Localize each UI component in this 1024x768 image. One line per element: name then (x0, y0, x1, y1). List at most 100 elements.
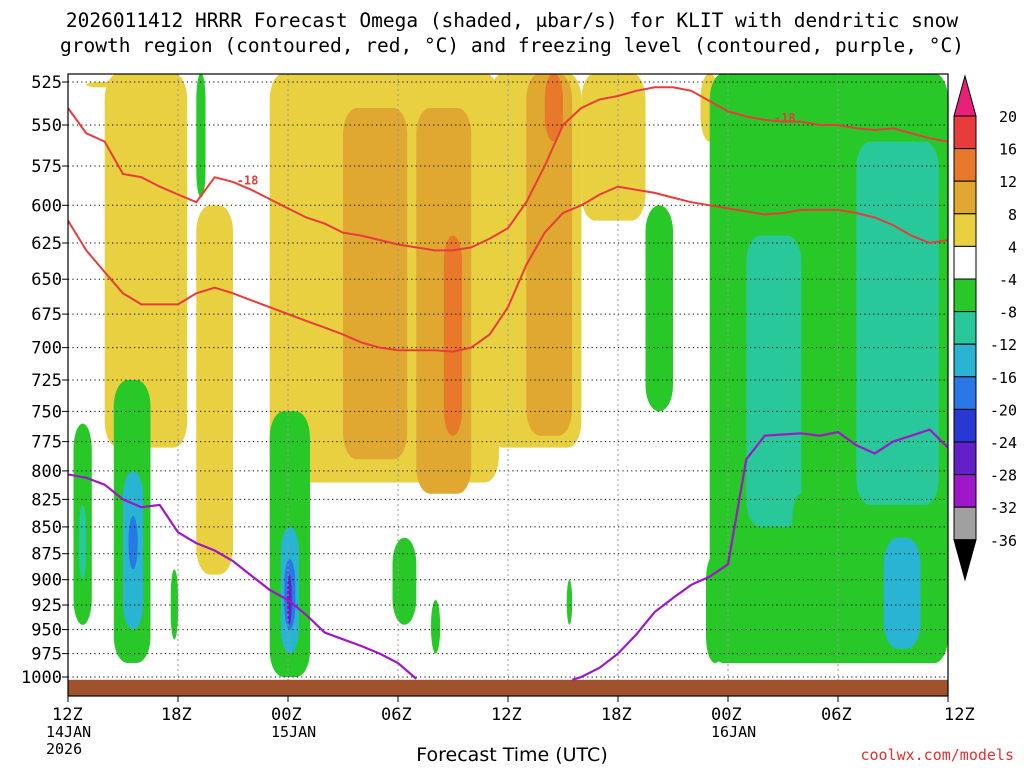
omega-region-c8-8 (526, 74, 573, 436)
colorbar-top-arrow (953, 74, 977, 117)
y-tick-label-650: 650 (31, 270, 62, 290)
contour-lines: -18 -18 (68, 86, 948, 681)
omega-region-c4-2 (196, 205, 233, 575)
omega-region-cm12-17 (883, 537, 921, 649)
y-tick-label-675: 675 (31, 305, 62, 325)
omega-region-c12-9 (544, 74, 563, 142)
y-tick-label-1000: 1000 (21, 668, 62, 688)
y-tick-label-625: 625 (31, 234, 62, 254)
x-tick-label-h0: 12Z (52, 705, 83, 725)
y-tick-label-525: 525 (31, 73, 62, 93)
colorbar-label-12: -32 (990, 499, 1017, 517)
dgz-label-0: -18 (237, 173, 259, 187)
dgz-label-1: -18 (774, 111, 796, 125)
colorbar-swatch-3 (953, 213, 977, 247)
colorbar-label-3: 8 (1008, 206, 1017, 224)
dgz-lower-contour (68, 185, 948, 353)
colorbar-label-7: -12 (990, 336, 1017, 354)
chart-title-line-1: 2026011412 HRRR Forecast Omega (shaded, … (65, 9, 959, 32)
colorbar-label-1: 16 (999, 141, 1017, 159)
x-tick-label-h18: 06Z (381, 705, 412, 725)
colorbar-bottom-arrow (953, 539, 977, 582)
x-tick-label-h36: 00Z (711, 705, 742, 725)
y-axis: 525 550 575 600 625 650 675 700 725 750 775 800 825 8… (21, 73, 68, 688)
colorbar-swatch-12 (953, 506, 977, 541)
x-year-label: 2026 (46, 740, 82, 758)
omega-region-cm4-28 (392, 537, 417, 625)
omega-region-cm4-13 (645, 205, 673, 412)
y-tick-label-750: 750 (31, 402, 62, 422)
x-date-label-h0: 14JAN (46, 723, 91, 741)
colorbar-swatch-11 (953, 474, 977, 508)
y-tick-label-600: 600 (31, 196, 62, 216)
colorbar-label-2: 12 (999, 173, 1017, 191)
colorbar-swatch-2 (953, 180, 977, 215)
dgz-upper-contour (68, 86, 948, 252)
freezing-level-contour-1 (571, 428, 948, 681)
omega-region-c8-4 (343, 108, 408, 460)
omega-region-cm4-30 (566, 579, 573, 625)
colorbar-label-10: -24 (990, 434, 1017, 452)
y-tick-label-550: 550 (31, 116, 62, 136)
colorbar-swatch-8 (953, 376, 977, 410)
y-tick-label-825: 825 (31, 490, 62, 510)
omega-region-cm4-12 (196, 74, 206, 198)
site-credit[interactable]: coolwx.com/models (860, 746, 1014, 764)
omega-region-cm16-22 (128, 516, 138, 570)
freezing-level-contour-0 (68, 473, 418, 680)
omega-region-cm8-15 (746, 235, 802, 527)
omega-region-cm4-29 (431, 600, 441, 654)
color-bar: 20 16 12 8 4 -4 -8 -12 -16 -20 -24 -28 -32 -36 (953, 74, 1017, 582)
y-tick-label-900: 900 (31, 571, 62, 591)
colorbar-label-5: -4 (999, 271, 1017, 289)
y-tick-label-925: 925 (31, 596, 62, 616)
omega-region-cm4-31 (706, 553, 725, 663)
x-date-label-h12: 15JAN (271, 723, 316, 741)
omega-region-c12-6 (443, 235, 463, 436)
x-axis-title: Forecast Time (UTC) (416, 744, 608, 766)
y-tick-label-875: 875 (31, 545, 62, 565)
y-tick-label-700: 700 (31, 339, 62, 359)
x-tick-label-h24: 12Z (491, 705, 522, 725)
ground-fill (68, 679, 948, 696)
colorbar-label-9: -20 (990, 401, 1017, 419)
omega-region-cm24-27 (287, 574, 292, 625)
colorbar-swatch-7 (953, 343, 977, 378)
colorbar-label-8: -16 (990, 369, 1017, 387)
colorbar-label-0: 20 (999, 108, 1017, 126)
omega-region-cm8-19 (79, 504, 87, 580)
colorbar-label-13: -36 (990, 532, 1017, 550)
colorbar-swatch-9 (953, 408, 977, 443)
chart-title-line-2: growth region (contoured, red, °C) and f… (60, 34, 964, 57)
omega-region-cm4-32 (792, 493, 811, 585)
y-tick-label-850: 850 (31, 518, 62, 538)
x-tick-label-h48: 12Z (944, 705, 975, 725)
x-tick-label-h12: 00Z (271, 705, 302, 725)
colorbar-swatch-5 (953, 278, 977, 313)
omega-region-cm4-23 (170, 569, 178, 640)
ground-surface (68, 679, 948, 696)
colorbar-label-6: -8 (999, 304, 1017, 322)
x-date-label-h36: 16JAN (711, 723, 756, 741)
omega-region-cm8-16 (856, 141, 939, 505)
colorbar-label-4: 4 (1008, 238, 1017, 256)
y-tick-label-975: 975 (31, 645, 62, 665)
omega-shaded-regions (73, 74, 948, 677)
colorbar-swatch-6 (953, 311, 977, 345)
omega-region-c4-1 (104, 74, 188, 448)
x-tick-label-h30: 18Z (601, 705, 632, 725)
colorbar-swatch-4 (953, 245, 977, 280)
y-tick-label-800: 800 (31, 462, 62, 482)
colorbar-label-11: -28 (990, 467, 1017, 485)
colorbar-swatch-10 (953, 441, 977, 476)
x-tick-label-h6: 18Z (161, 705, 192, 725)
y-tick-label-950: 950 (31, 621, 62, 641)
y-tick-label-575: 575 (31, 157, 62, 177)
colorbar-swatch-1 (953, 148, 977, 182)
colorbar-swatch-0 (953, 115, 977, 150)
x-tick-label-h42: 06Z (821, 705, 852, 725)
y-tick-label-725: 725 (31, 371, 62, 391)
y-tick-label-775: 775 (31, 433, 62, 453)
